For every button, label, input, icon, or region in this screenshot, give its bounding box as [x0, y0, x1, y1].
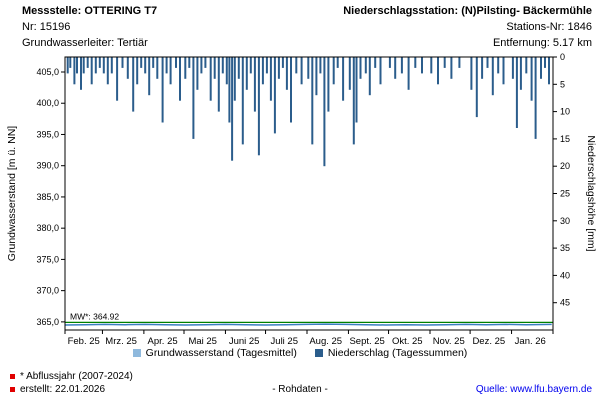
- groundwater-line: [64, 323, 552, 326]
- footnote-abflussjahr: * Abflussjahr (2007-2024): [20, 371, 133, 382]
- svg-text:Dez. 25: Dez. 25: [472, 336, 505, 347]
- svg-text:370,0: 370,0: [36, 286, 59, 296]
- svg-text:390,0: 390,0: [36, 161, 59, 171]
- svg-text:Niederschlagshöhe [mm]: Niederschlagshöhe [mm]: [585, 135, 597, 251]
- red-marker-icon: [10, 387, 15, 392]
- legend-label: Niederschlag (Tagessummen): [327, 347, 468, 359]
- svg-text:Mai 25: Mai 25: [188, 336, 217, 347]
- svg-text:395,0: 395,0: [36, 129, 59, 139]
- precip-station-number: Stations-Nr: 1846: [506, 21, 592, 33]
- plot-border: [64, 56, 554, 331]
- svg-text:400,0: 400,0: [36, 98, 59, 108]
- mw-label: MW*: 364.92: [70, 311, 119, 321]
- svg-text:Nov. 25: Nov. 25: [433, 336, 465, 347]
- svg-text:Jan. 26: Jan. 26: [515, 336, 546, 347]
- svg-text:385,0: 385,0: [36, 192, 59, 202]
- chart-legend: Grundwasserstand (Tagesmittel) Niedersch…: [0, 347, 600, 359]
- station-number: Nr: 15196: [22, 21, 71, 33]
- groundwater-marker-icon: [132, 349, 141, 357]
- svg-text:35: 35: [560, 243, 570, 253]
- precip-bars: [66, 57, 550, 167]
- precipitation-marker-icon: [314, 349, 323, 357]
- svg-text:Grundwasserstand [m ü. NN]: Grundwasserstand [m ü. NN]: [6, 126, 18, 261]
- svg-text:Okt. 25: Okt. 25: [392, 336, 423, 347]
- svg-text:Juli 25: Juli 25: [271, 336, 298, 347]
- station-header-left: Messstelle: OTTERING T7 Nr: 15196 Grundw…: [22, 3, 157, 51]
- svg-text:Apr. 25: Apr. 25: [148, 336, 178, 347]
- right-axis: 0 5 10 15 20 25 30 35 40 45 Niederschlagshöhe [mm]: [553, 52, 597, 308]
- svg-text:365,0: 365,0: [36, 317, 59, 327]
- legend-item-groundwater: Grundwasserstand (Tagesmittel): [132, 347, 297, 359]
- svg-text:10: 10: [560, 107, 570, 117]
- precip-station-name: Niederschlagsstation: (N)Pilsting- Bäcke…: [343, 5, 592, 17]
- aquifer: Grundwasserleiter: Tertiär: [22, 37, 148, 49]
- svg-text:Feb. 25: Feb. 25: [68, 336, 100, 347]
- red-marker-icon: [10, 374, 15, 379]
- left-axis: 365,0 370,0 375,0 380,0 385,0 390,0 395,0 400,0…: [6, 67, 65, 327]
- source-link[interactable]: Quelle: www.lfu.bayern.de: [475, 384, 592, 395]
- svg-text:25: 25: [560, 189, 570, 199]
- svg-text:15: 15: [560, 134, 570, 144]
- svg-text:Juni 25: Juni 25: [229, 336, 260, 347]
- svg-text:45: 45: [560, 298, 570, 308]
- station-name: Messstelle: OTTERING T7: [22, 5, 158, 17]
- svg-text:20: 20: [560, 161, 570, 171]
- svg-text:Aug. 25: Aug. 25: [309, 336, 342, 347]
- distance: Entfernung: 5.17 km: [492, 37, 592, 49]
- svg-text:40: 40: [560, 270, 570, 280]
- station-header-right: Niederschlagsstation: (N)Pilsting- Bäcke…: [343, 3, 592, 51]
- raw-data-label: - Rohdaten -: [272, 384, 328, 395]
- legend-item-precipitation: Niederschlag (Tagessummen): [314, 347, 468, 359]
- svg-text:380,0: 380,0: [36, 223, 59, 233]
- svg-text:5: 5: [560, 79, 565, 89]
- legend-label: Grundwasserstand (Tagesmittel): [145, 347, 297, 359]
- svg-text:Mrz. 25: Mrz. 25: [105, 336, 137, 347]
- svg-text:375,0: 375,0: [36, 254, 59, 264]
- svg-text:405,0: 405,0: [36, 67, 59, 77]
- svg-text:0: 0: [560, 52, 565, 62]
- created-date: erstellt: 22.01.2026: [20, 384, 106, 395]
- svg-text:Sept. 25: Sept. 25: [349, 336, 384, 347]
- svg-text:30: 30: [560, 216, 570, 226]
- x-axis: Feb. 25 Mrz. 25 Apr. 25 Mai 25 Juni 25 Juli 2…: [64, 330, 554, 347]
